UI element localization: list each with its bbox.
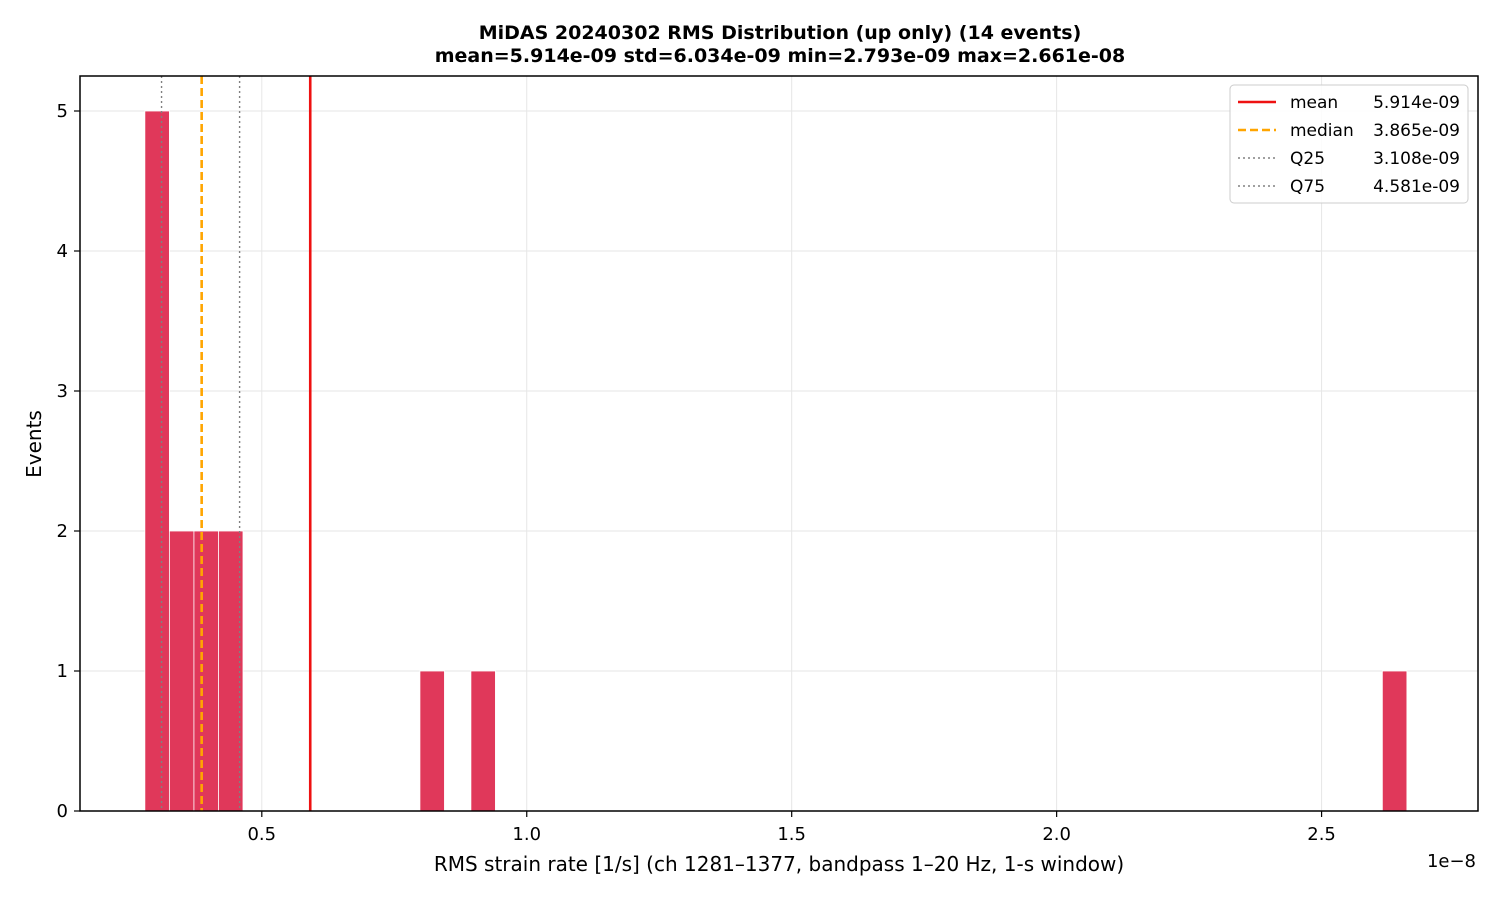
histogram-bar <box>193 530 219 812</box>
x-axis-offset-label: 1e−8 <box>1427 851 1476 872</box>
legend-value: 5.914e-09 <box>1373 93 1460 113</box>
y-axis-label: Events <box>22 410 46 478</box>
legend-label: mean <box>1290 93 1338 113</box>
x-tick-label: 0.5 <box>247 824 276 845</box>
legend-value: 4.581e-09 <box>1373 177 1460 197</box>
legend: mean 5.914e-09 median 3.865e-09 Q25 3.108e-09… <box>1229 84 1469 204</box>
bars <box>144 110 1408 812</box>
x-axis-label: RMS strain rate [1/s] (ch 1281–1377, ban… <box>434 852 1124 876</box>
x-tick-label: 1.5 <box>777 824 806 845</box>
y-tick-label: 1 <box>57 661 68 682</box>
histogram-bar <box>144 110 170 812</box>
y-tick-label: 5 <box>57 101 68 122</box>
legend-value: 3.108e-09 <box>1373 149 1460 169</box>
histogram-bar <box>419 670 445 812</box>
histogram-bar <box>470 670 496 812</box>
x-axis-ticks: 0.5 1.0 1.5 2.0 2.5 <box>247 811 1336 845</box>
histogram-bar <box>1381 670 1408 812</box>
plot-frame <box>79 75 1479 812</box>
reference-lines <box>160 76 312 811</box>
y-tick-label: 3 <box>57 381 68 402</box>
histogram-bar <box>168 530 195 812</box>
x-tick-label: 1.0 <box>512 824 541 845</box>
legend-label: Q75 <box>1290 177 1325 197</box>
y-axis-ticks: 0 1 2 3 4 5 <box>57 101 80 822</box>
x-tick-label: 2.0 <box>1042 824 1071 845</box>
chart-title: MiDAS 20240302 RMS Distribution (up only… <box>479 22 1082 44</box>
y-tick-label: 4 <box>57 241 68 262</box>
legend-label: median <box>1290 121 1354 141</box>
y-tick-label: 0 <box>57 801 68 822</box>
legend-value: 3.865e-09 <box>1373 121 1460 141</box>
y-tick-label: 2 <box>57 521 68 542</box>
x-tick-label: 2.5 <box>1307 824 1336 845</box>
legend-label: Q25 <box>1290 149 1325 169</box>
legend-box <box>1229 84 1469 204</box>
chart-subtitle: mean=5.914e-09 std=6.034e-09 min=2.793e-… <box>435 45 1126 67</box>
